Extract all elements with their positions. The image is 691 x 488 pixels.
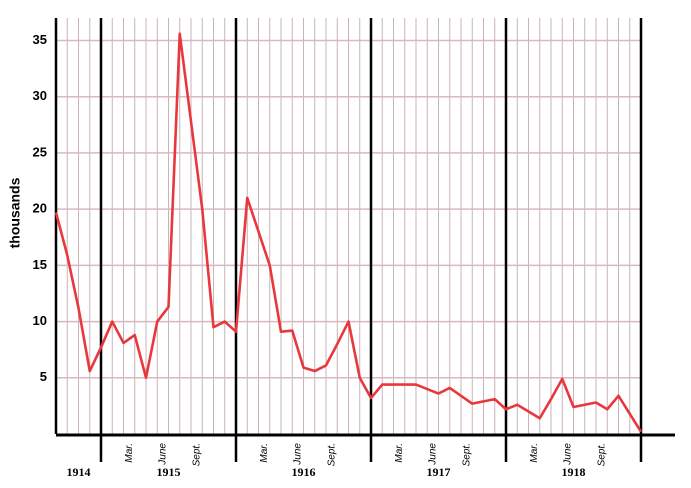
x-tick-label: June [158, 443, 169, 466]
x-tick-label: Mar. [394, 443, 405, 463]
x-tick-label: Sept. [461, 443, 472, 466]
x-tick-label: Mar. [529, 443, 540, 463]
x-tick-label: Mar. [259, 443, 270, 463]
y-tick-label: 20 [33, 201, 47, 216]
y-tick-label: 25 [33, 144, 47, 159]
year-label: 1915 [157, 465, 181, 479]
x-tick-label: Sept. [191, 443, 202, 466]
year-label: 1914 [67, 465, 91, 479]
year-label: 1917 [427, 465, 451, 479]
x-tick-label: Mar. [124, 443, 135, 463]
year-label: 1916 [292, 465, 316, 479]
x-tick-label: June [293, 443, 304, 466]
y-tick-label: 30 [33, 88, 47, 103]
y-tick-label: 10 [33, 313, 47, 328]
y-axis-title: thousands [7, 177, 23, 248]
y-tick-label: 35 [33, 32, 47, 47]
x-tick-label: Sept. [596, 443, 607, 466]
data-line [54, 32, 643, 433]
y-tick-label: 15 [33, 257, 47, 272]
y-tick-label: 5 [40, 369, 47, 384]
x-tick-label: June [563, 443, 574, 466]
x-tick-label: June [428, 443, 439, 466]
x-tick-label: Sept. [326, 443, 337, 466]
year-label: 1918 [562, 465, 586, 479]
